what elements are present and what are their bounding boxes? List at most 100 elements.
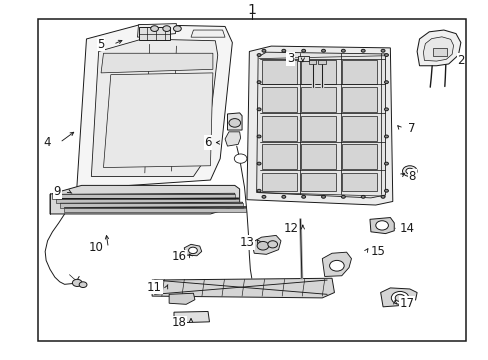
Polygon shape xyxy=(101,53,212,73)
Circle shape xyxy=(384,54,387,57)
Circle shape xyxy=(321,195,325,198)
Bar xyxy=(318,60,325,64)
Circle shape xyxy=(257,108,261,111)
Circle shape xyxy=(405,168,413,174)
Circle shape xyxy=(384,135,387,138)
Text: 9: 9 xyxy=(54,185,61,198)
Circle shape xyxy=(257,54,261,57)
Circle shape xyxy=(173,26,181,31)
Text: 1: 1 xyxy=(247,3,256,17)
Polygon shape xyxy=(52,194,234,199)
Bar xyxy=(301,87,336,112)
Circle shape xyxy=(390,292,408,304)
Polygon shape xyxy=(60,202,242,203)
Circle shape xyxy=(380,49,384,52)
Circle shape xyxy=(402,166,416,176)
Polygon shape xyxy=(224,132,240,146)
Polygon shape xyxy=(423,37,453,61)
Polygon shape xyxy=(169,293,195,304)
Text: 4: 4 xyxy=(44,136,51,149)
Polygon shape xyxy=(246,46,392,205)
Circle shape xyxy=(257,242,268,250)
Circle shape xyxy=(361,195,365,198)
Polygon shape xyxy=(77,25,232,189)
Bar xyxy=(341,144,376,169)
Polygon shape xyxy=(64,207,246,212)
Bar xyxy=(301,144,336,169)
Circle shape xyxy=(257,135,261,138)
Bar xyxy=(301,116,336,141)
Bar xyxy=(341,116,376,141)
Bar xyxy=(341,87,376,112)
Bar xyxy=(341,173,376,191)
Bar xyxy=(261,116,296,141)
Text: 10: 10 xyxy=(89,242,103,255)
Polygon shape xyxy=(322,252,351,276)
Text: 18: 18 xyxy=(171,316,186,329)
Text: 14: 14 xyxy=(399,222,414,235)
Circle shape xyxy=(301,195,305,198)
Circle shape xyxy=(384,162,387,165)
Polygon shape xyxy=(91,39,217,176)
Polygon shape xyxy=(174,311,209,323)
Text: 7: 7 xyxy=(407,122,415,135)
Polygon shape xyxy=(56,199,238,203)
Bar xyxy=(261,87,296,112)
Bar xyxy=(38,19,465,341)
Circle shape xyxy=(321,49,325,52)
Circle shape xyxy=(341,195,345,198)
Text: 13: 13 xyxy=(239,236,254,249)
Polygon shape xyxy=(60,203,242,207)
Circle shape xyxy=(281,49,285,52)
Circle shape xyxy=(257,162,261,165)
Circle shape xyxy=(228,118,240,127)
Circle shape xyxy=(281,195,285,198)
Text: 16: 16 xyxy=(171,250,186,263)
Circle shape xyxy=(380,195,384,198)
Text: 17: 17 xyxy=(399,297,414,310)
Circle shape xyxy=(257,81,261,84)
Text: 6: 6 xyxy=(204,136,211,149)
Polygon shape xyxy=(227,113,242,130)
Polygon shape xyxy=(251,235,281,254)
Polygon shape xyxy=(56,198,238,199)
Bar xyxy=(297,56,308,61)
Text: 2: 2 xyxy=(456,54,464,67)
Bar xyxy=(301,60,336,84)
Polygon shape xyxy=(191,30,224,37)
Polygon shape xyxy=(137,24,176,37)
Bar xyxy=(261,60,296,84)
Bar xyxy=(432,48,446,56)
Circle shape xyxy=(262,195,265,198)
Polygon shape xyxy=(416,30,460,66)
Bar xyxy=(138,27,170,40)
Bar xyxy=(261,173,296,191)
Text: 11: 11 xyxy=(147,281,162,294)
Polygon shape xyxy=(152,278,334,298)
Bar xyxy=(341,60,376,84)
Text: 3: 3 xyxy=(286,52,294,65)
Polygon shape xyxy=(52,193,234,194)
Circle shape xyxy=(79,282,87,288)
Polygon shape xyxy=(103,73,212,167)
Circle shape xyxy=(394,294,404,301)
Bar xyxy=(301,173,336,191)
Text: 8: 8 xyxy=(407,170,415,183)
Polygon shape xyxy=(380,288,416,307)
Polygon shape xyxy=(256,52,385,198)
Text: 12: 12 xyxy=(283,222,298,235)
Circle shape xyxy=(267,241,277,248)
Circle shape xyxy=(384,108,387,111)
Circle shape xyxy=(384,81,387,84)
Circle shape xyxy=(375,221,387,230)
Text: 15: 15 xyxy=(370,245,385,258)
Circle shape xyxy=(384,189,387,192)
Polygon shape xyxy=(50,185,239,214)
Circle shape xyxy=(150,26,158,31)
Circle shape xyxy=(257,189,261,192)
Bar xyxy=(261,144,296,169)
Bar xyxy=(308,60,316,64)
Circle shape xyxy=(361,49,365,52)
Circle shape xyxy=(341,49,345,52)
Circle shape xyxy=(163,26,170,31)
